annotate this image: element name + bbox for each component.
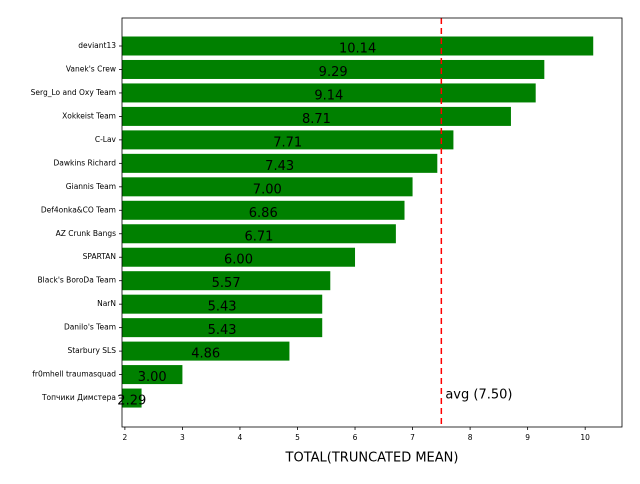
value-label: 6.00 (224, 253, 253, 268)
y-tick-label: Dawkins Richard (54, 158, 117, 167)
x-axis-label: TOTAL(TRUNCATED MEAN) (285, 451, 459, 466)
value-label: 5.57 (212, 276, 241, 291)
bar (122, 271, 331, 291)
y-tick-label: Def4onka&CO Team (41, 205, 116, 214)
value-label: 5.43 (208, 323, 237, 338)
bar (122, 59, 545, 79)
bar (122, 83, 536, 103)
avg-label: avg (7.50) (445, 388, 512, 403)
y-tick-label: Black's BoroDa Team (38, 276, 116, 285)
x-tick-label: 2 (122, 433, 127, 442)
value-label: 7.43 (265, 159, 294, 174)
bar (122, 200, 405, 220)
value-label: 6.71 (244, 229, 273, 244)
x-tick-label: 9 (525, 433, 530, 442)
value-label: 9.14 (314, 88, 343, 103)
bar (122, 153, 438, 173)
value-label: 2.29 (117, 394, 146, 409)
plot-frame (121, 17, 623, 428)
bar (122, 318, 323, 338)
value-label: 6.86 (249, 206, 278, 221)
value-label: 3.00 (138, 370, 167, 385)
y-tick-label: NarN (97, 299, 116, 308)
x-tick-label: 6 (353, 433, 358, 442)
value-label: 5.43 (208, 300, 237, 315)
value-label: 7.00 (253, 182, 282, 197)
y-tick-label: AZ Crunk Bangs (56, 229, 116, 238)
bar (122, 177, 413, 197)
y-tick-label: Xokkeist Team (62, 111, 116, 120)
value-label: 7.71 (273, 135, 302, 150)
bar (122, 247, 356, 267)
x-tick-label: 4 (238, 433, 243, 442)
value-label: 10.14 (339, 42, 376, 57)
bar (122, 388, 142, 408)
bar (122, 106, 511, 126)
y-tick-label: Serg_Lo and Oxy Team (31, 88, 116, 97)
bar (122, 294, 323, 314)
x-tick-label: 3 (180, 433, 185, 442)
y-tick-label: Giannis Team (66, 182, 116, 191)
bar (122, 365, 183, 385)
bar (122, 341, 290, 361)
y-tick-label: Starbury SLS (67, 346, 116, 355)
x-tick-label: 10 (580, 433, 590, 442)
bar (122, 130, 454, 150)
y-tick-label: fr0mhell traumasquad (32, 370, 116, 379)
y-tick-label: SPARTAN (83, 252, 116, 261)
y-tick-label: Топчики Димстера (41, 393, 116, 402)
bar (122, 36, 594, 56)
x-tick-label: 7 (410, 433, 415, 442)
value-label: 4.86 (191, 347, 220, 362)
x-tick-label: 5 (295, 433, 300, 442)
value-label: 8.71 (302, 112, 331, 127)
y-tick-label: C-Lav (95, 135, 117, 144)
y-tick-label: deviant13 (78, 41, 116, 50)
y-tick-label: Vanek's Crew (66, 64, 116, 73)
x-tick-label: 8 (468, 433, 473, 442)
y-tick-label: Danilo's Team (64, 323, 116, 332)
value-label: 9.29 (319, 65, 348, 80)
bar (122, 224, 396, 244)
